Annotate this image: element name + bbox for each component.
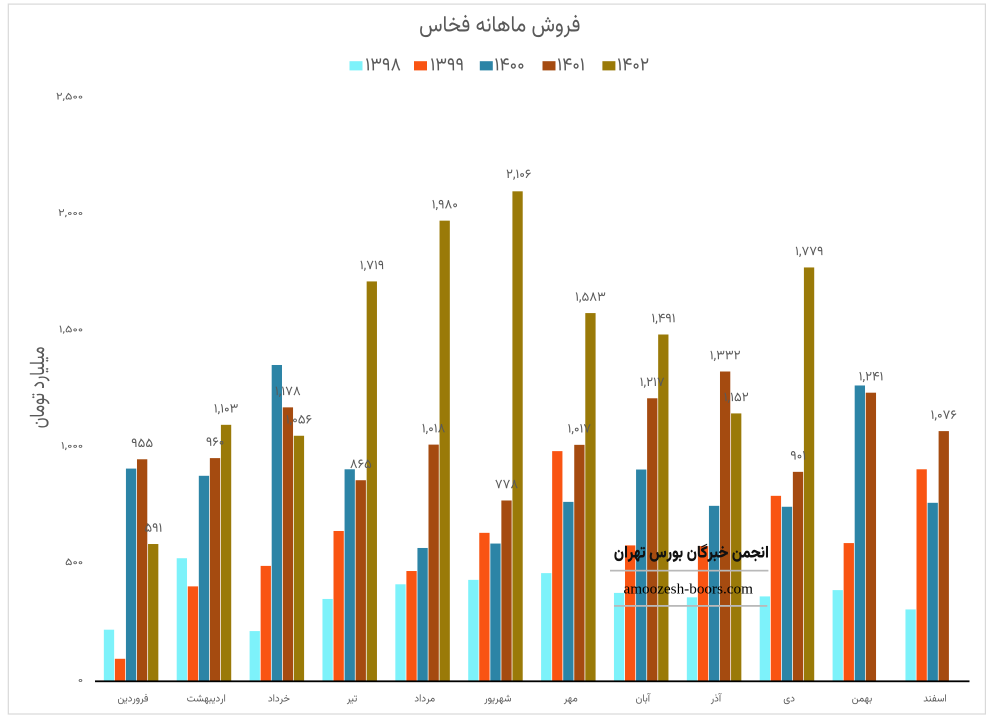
svg-text:amoozesh-boors.com: amoozesh-boors.com [623, 580, 753, 597]
